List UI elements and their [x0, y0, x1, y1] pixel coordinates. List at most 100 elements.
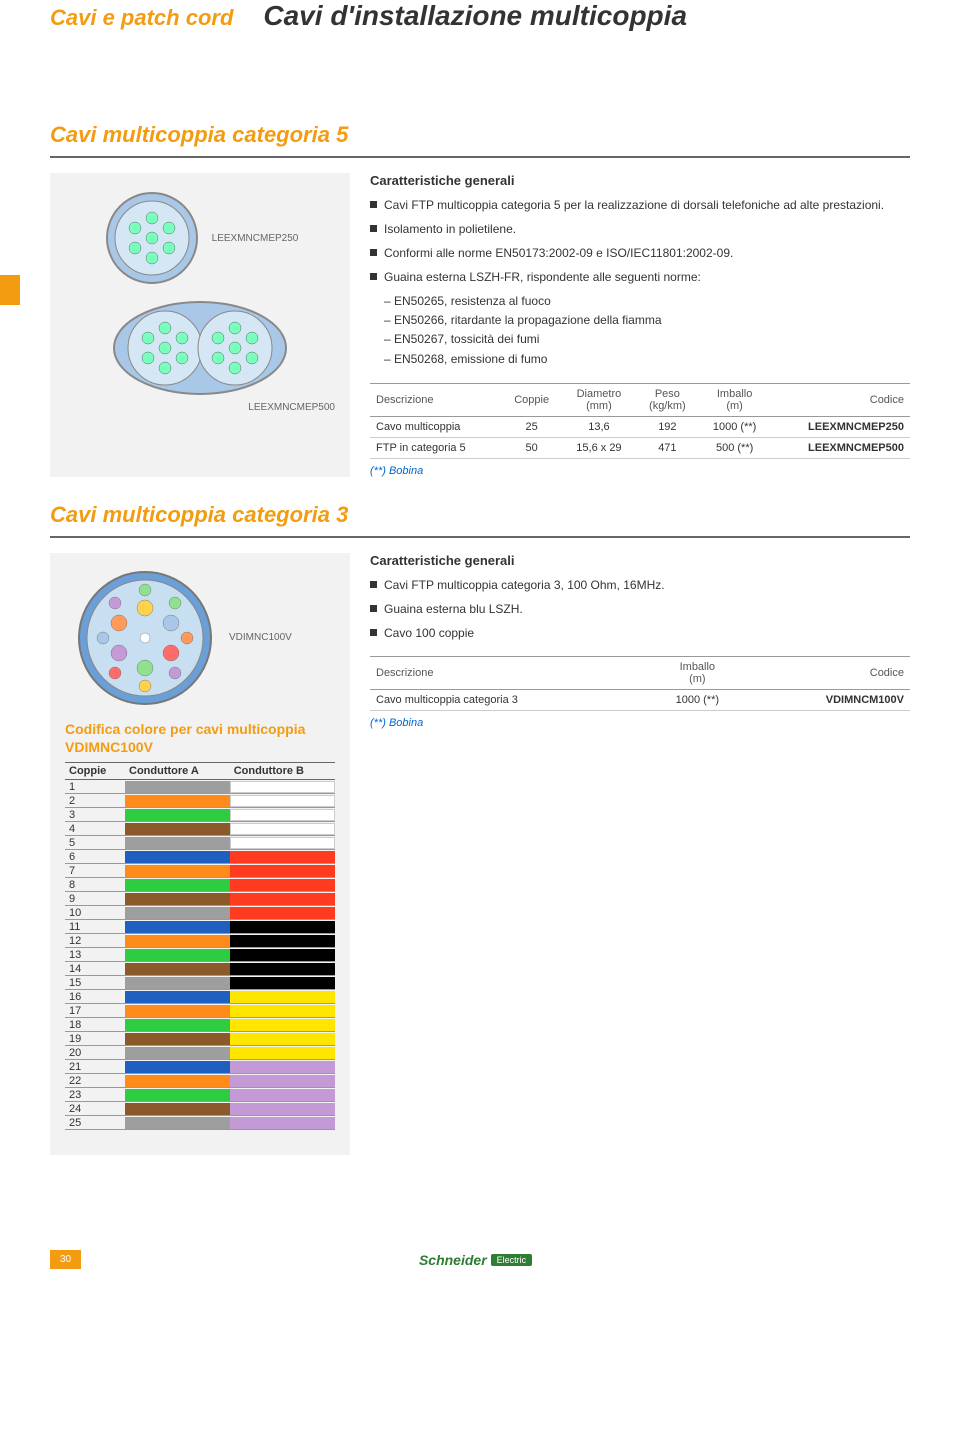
swatch-b [230, 879, 335, 891]
swatch-b [230, 851, 335, 863]
cable-500-label: LEEXMNCMEP500 [248, 402, 335, 413]
pair-num: 8 [65, 878, 125, 892]
cell: 1000 (**) [647, 689, 747, 710]
color-row: 8 [65, 878, 335, 892]
section3-left: VDIMNC100V Codifica colore per cavi mult… [50, 553, 350, 1155]
color-row: 7 [65, 864, 335, 878]
swatch-b [230, 977, 335, 989]
pair-num: 7 [65, 864, 125, 878]
pair-num: 18 [65, 1018, 125, 1032]
note-5: (**) Bobina [370, 465, 910, 477]
color-row: 2 [65, 794, 335, 808]
color-row: 12 [65, 934, 335, 948]
cell: FTP in categoria 5 [370, 437, 501, 458]
swatch-a [125, 809, 230, 821]
swatch-a [125, 1103, 230, 1115]
brand-sub: Electric [491, 1254, 533, 1266]
swatch-b [230, 949, 335, 961]
pair-num: 15 [65, 976, 125, 990]
color-row: 20 [65, 1046, 335, 1060]
cable-250-label: LEEXMNCMEP250 [212, 233, 299, 244]
bullet-list-3: Cavi FTP multicoppia categoria 3, 100 Oh… [370, 576, 910, 642]
swatch-a [125, 795, 230, 807]
swatch-a [125, 1047, 230, 1059]
color-row: 16 [65, 990, 335, 1004]
pair-num: 19 [65, 1032, 125, 1046]
swatch-b [230, 809, 335, 821]
spec-table-5: Descrizione Coppie Diametro(mm) Peso(kg/… [370, 383, 910, 459]
brand-name: Schneider [419, 1252, 487, 1268]
cell: Cavo multicoppia categoria 3 [370, 689, 647, 710]
th: Imballo(m) [647, 656, 747, 689]
color-row: 3 [65, 808, 335, 822]
sub-item: – EN50266, ritardante la propagazione de… [384, 311, 910, 330]
th: Descrizione [370, 383, 501, 416]
swatch-b [230, 907, 335, 919]
swatch-b [230, 823, 335, 835]
swatch-b [230, 1047, 335, 1059]
sub-item: – EN50268, emissione di fumo [384, 350, 910, 369]
color-row: 9 [65, 892, 335, 906]
pair-num: 5 [65, 836, 125, 850]
swatch-a [125, 1005, 230, 1017]
color-row: 18 [65, 1018, 335, 1032]
color-row: 10 [65, 906, 335, 920]
cable-image-250 [102, 188, 202, 288]
swatch-a [125, 893, 230, 905]
page-header: Cavi e patch cord Cavi d'installazione m… [50, 0, 910, 32]
th: Codice [747, 656, 910, 689]
page-number: 30 [50, 1250, 81, 1269]
swatch-a [125, 991, 230, 1003]
pair-num: 1 [65, 780, 125, 794]
spec-table-3: Descrizione Imballo(m) Codice Cavo multi… [370, 656, 910, 711]
cell: 15,6 x 29 [562, 437, 636, 458]
pair-num: 17 [65, 1004, 125, 1018]
color-row: 17 [65, 1004, 335, 1018]
pair-num: 22 [65, 1074, 125, 1088]
pair-num: 3 [65, 808, 125, 822]
swatch-a [125, 1061, 230, 1073]
char-title-5: Caratteristiche generali [370, 173, 910, 188]
swatch-a [125, 963, 230, 975]
bullet-item: Guaina esterna LSZH-FR, rispondente alle… [370, 268, 910, 286]
swatch-b [230, 1075, 335, 1087]
th: Descrizione [370, 656, 647, 689]
swatch-b [230, 963, 335, 975]
swatch-b [230, 1117, 335, 1129]
pair-num: 24 [65, 1102, 125, 1116]
pair-num: 25 [65, 1116, 125, 1130]
cc-th: Conduttore B [230, 763, 335, 780]
color-row: 11 [65, 920, 335, 934]
header-left: Cavi e patch cord [50, 5, 233, 31]
swatch-b [230, 1033, 335, 1045]
cell: 50 [501, 437, 562, 458]
section5-images: LEEXMNCMEP250 LEEXMNCMEP500 [50, 173, 350, 477]
pair-num: 6 [65, 850, 125, 864]
swatch-a [125, 921, 230, 933]
swatch-a [125, 977, 230, 989]
table-row: Cavo multicoppia categoria 31000 (**)VDI… [370, 689, 910, 710]
cell: 500 (**) [699, 437, 771, 458]
section3-content: Caratteristiche generali Cavi FTP multic… [370, 553, 910, 1155]
swatch-a [125, 1019, 230, 1031]
swatch-a [125, 837, 230, 849]
color-row: 4 [65, 822, 335, 836]
cc-th: Conduttore A [125, 763, 230, 780]
pair-num: 12 [65, 934, 125, 948]
pair-num: 16 [65, 990, 125, 1004]
swatch-b [230, 795, 335, 807]
footer: 30 Schneider Electric [0, 1250, 960, 1269]
brand-logo: Schneider Electric [419, 1252, 532, 1268]
color-code-table: Coppie Conduttore A Conduttore B 1234567… [65, 762, 335, 1130]
table-row: Cavo multicoppia2513,61921000 (**)LEEXMN… [370, 416, 910, 437]
pair-num: 11 [65, 920, 125, 934]
color-row: 5 [65, 836, 335, 850]
sub-item: – EN50267, tossicità dei fumi [384, 330, 910, 349]
color-row: 15 [65, 976, 335, 990]
swatch-b [230, 921, 335, 933]
th: Codice [770, 383, 910, 416]
codifica-title: Codifica colore per cavi multicoppia VDI… [65, 720, 335, 756]
swatch-b [230, 865, 335, 877]
color-row: 22 [65, 1074, 335, 1088]
note-3: (**) Bobina [370, 717, 910, 729]
